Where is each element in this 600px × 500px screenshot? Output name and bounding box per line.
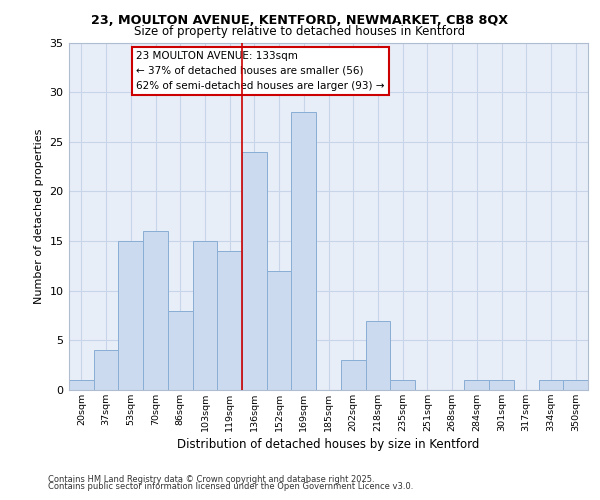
- Bar: [168, 310, 193, 390]
- Bar: [118, 241, 143, 390]
- Bar: [143, 231, 168, 390]
- Bar: [292, 112, 316, 390]
- Bar: [341, 360, 365, 390]
- Text: Contains public sector information licensed under the Open Government Licence v3: Contains public sector information licen…: [48, 482, 413, 491]
- Bar: [365, 320, 390, 390]
- Bar: [489, 380, 514, 390]
- Text: 23, MOULTON AVENUE, KENTFORD, NEWMARKET, CB8 8QX: 23, MOULTON AVENUE, KENTFORD, NEWMARKET,…: [91, 14, 509, 27]
- Bar: [94, 350, 118, 390]
- Bar: [217, 251, 242, 390]
- Text: Size of property relative to detached houses in Kentford: Size of property relative to detached ho…: [134, 25, 466, 38]
- Bar: [193, 241, 217, 390]
- Y-axis label: Number of detached properties: Number of detached properties: [34, 128, 44, 304]
- Bar: [563, 380, 588, 390]
- Bar: [539, 380, 563, 390]
- Bar: [69, 380, 94, 390]
- Bar: [267, 271, 292, 390]
- Text: Contains HM Land Registry data © Crown copyright and database right 2025.: Contains HM Land Registry data © Crown c…: [48, 474, 374, 484]
- Bar: [242, 152, 267, 390]
- X-axis label: Distribution of detached houses by size in Kentford: Distribution of detached houses by size …: [178, 438, 479, 451]
- Bar: [464, 380, 489, 390]
- Bar: [390, 380, 415, 390]
- Text: 23 MOULTON AVENUE: 133sqm
← 37% of detached houses are smaller (56)
62% of semi-: 23 MOULTON AVENUE: 133sqm ← 37% of detac…: [136, 51, 385, 91]
